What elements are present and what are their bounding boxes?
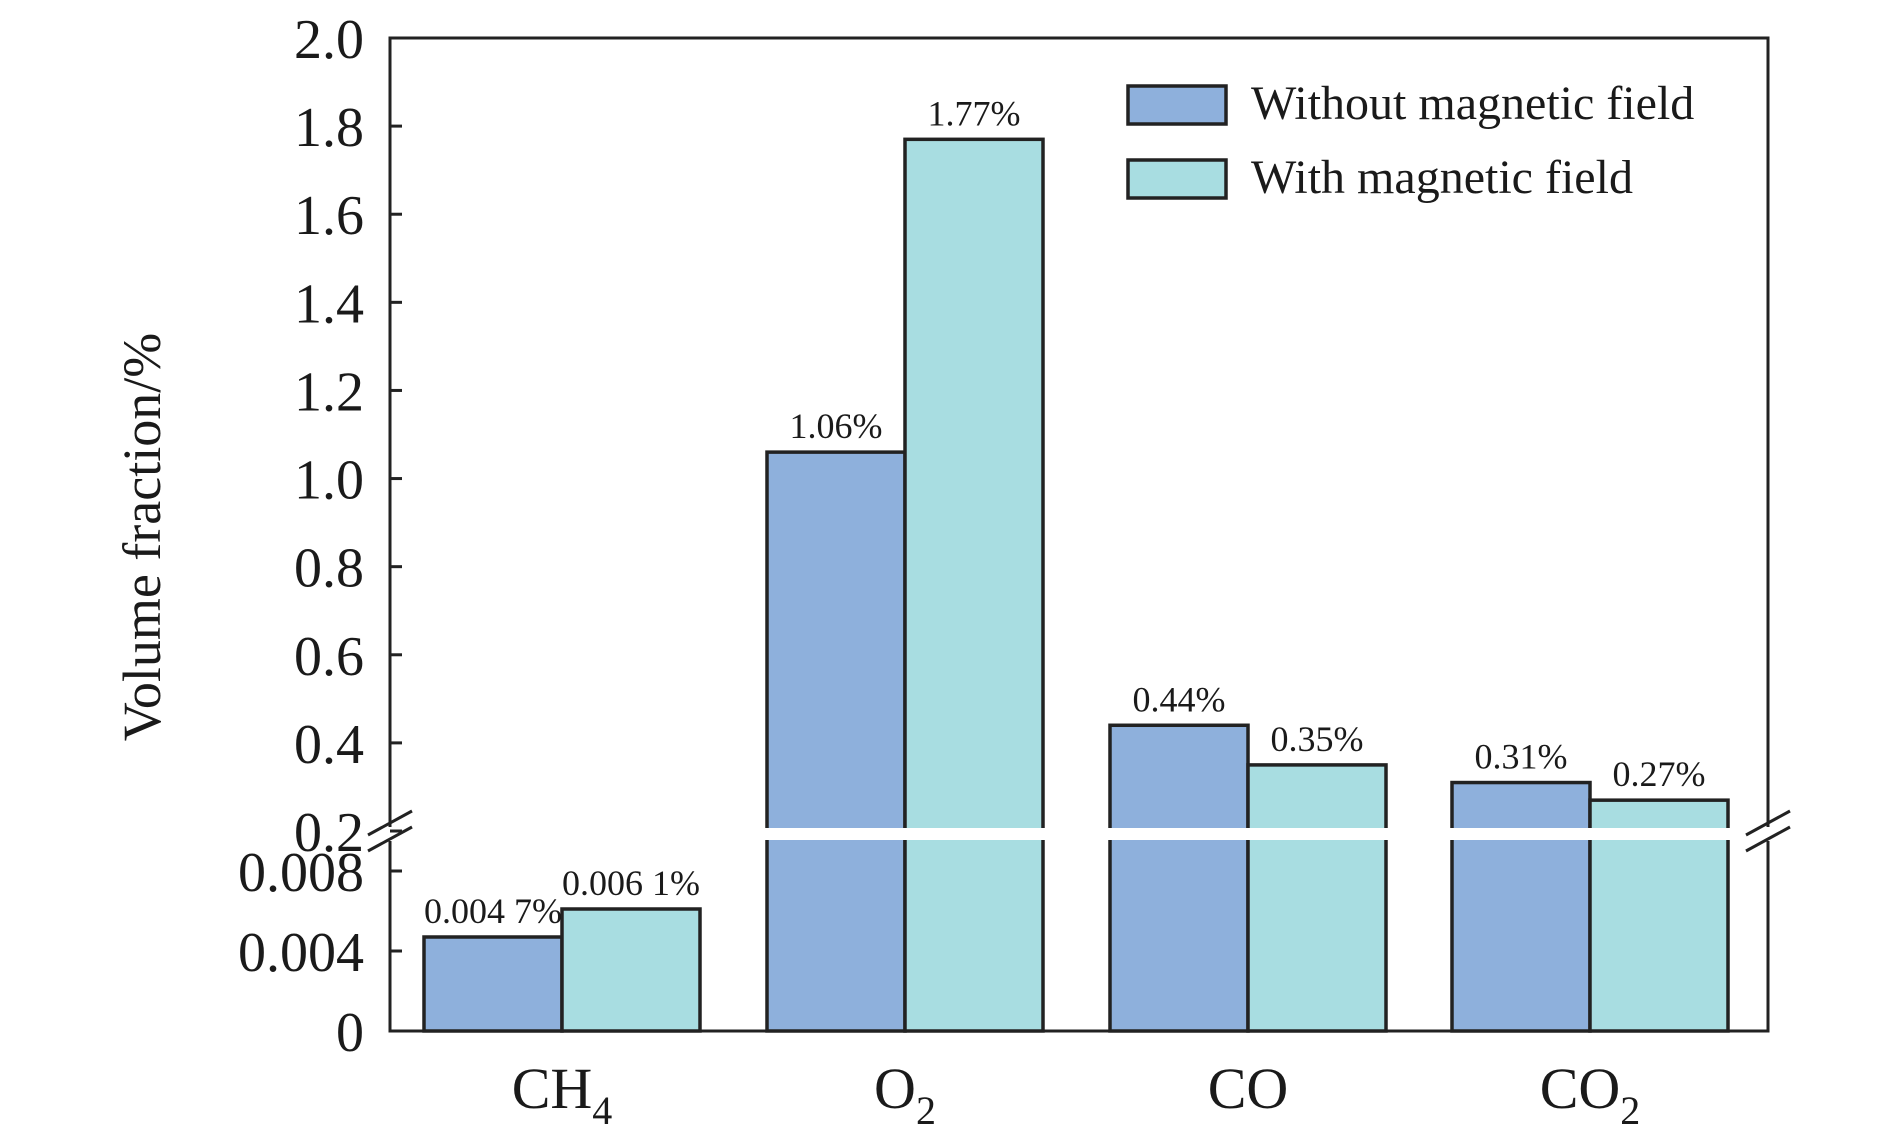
x-category-label-2: CO	[1208, 1056, 1289, 1121]
data-label-2-0: 0.44%	[1133, 679, 1226, 719]
x-category-label-3: CO2	[1540, 1056, 1641, 1133]
y-lower-tick-label-0: 0	[336, 1002, 364, 1064]
y-upper-tick-label-6: 1.4	[294, 273, 364, 335]
y-upper-tick-label-0: 0.2	[294, 802, 364, 864]
plot-frame	[367, 36, 1791, 1033]
legend-swatch-0	[1126, 84, 1228, 126]
bar-1-1	[903, 137, 1045, 1033]
y-upper-tick-label-2: 0.6	[294, 626, 364, 688]
y-lower-tick-label-2: 0.008	[238, 842, 364, 904]
bar-2-1	[1246, 763, 1388, 1033]
legend-swatch-1	[1126, 158, 1228, 200]
break-slash-1-1	[1745, 825, 1791, 853]
break-slash-1-0	[1745, 809, 1791, 837]
bar-0-1	[560, 907, 702, 1033]
bar-1-0	[765, 450, 907, 1033]
bar-0-0	[422, 935, 564, 1033]
axis-break-band	[393, 828, 1765, 840]
bar-3-0	[1450, 780, 1592, 1033]
bars-layer	[422, 137, 1730, 1033]
y-upper-tick-label-4: 1.0	[294, 450, 364, 512]
data-label-3-1: 0.27%	[1613, 754, 1706, 794]
data-label-1-1: 1.77%	[928, 93, 1021, 133]
bar-2-0	[1108, 723, 1250, 1033]
y-upper-tick-label-1: 0.4	[294, 714, 364, 776]
data-label-0-0: 0.004 7%	[424, 891, 562, 931]
x-axis-category-labels: CH4 O2 CO CO2	[512, 1056, 1641, 1133]
y-upper-tick-label-7: 1.6	[294, 185, 364, 247]
x-category-label-0: CH4	[512, 1056, 613, 1133]
y-upper-tick-label-5: 1.2	[294, 361, 364, 423]
y-lower-tick-label-1: 0.004	[238, 922, 364, 984]
legend: Without magnetic field With magnetic fiel…	[1126, 77, 1694, 204]
y-upper-tick-label-9: 2.0	[294, 9, 364, 71]
y-upper-tick-label-3: 0.8	[294, 538, 364, 600]
data-labels-layer: 0.004 7% 1.06% 0.44% 0.31% 0.006 1% 1.77% 0.35…	[424, 93, 1706, 931]
y-upper-tick-label-8: 1.8	[294, 97, 364, 159]
y-axis-label: Volume fraction/%	[112, 333, 172, 741]
legend-label-1: With magnetic field	[1251, 151, 1633, 204]
data-label-3-0: 0.31%	[1475, 737, 1568, 777]
x-category-label-1: O2	[874, 1056, 936, 1133]
legend-label-0: Without magnetic field	[1251, 77, 1694, 130]
break-slash-0-0	[367, 809, 413, 837]
break-slash-0-1	[367, 825, 413, 853]
plot-border	[388, 36, 1770, 1033]
axis-break-layer	[393, 828, 1765, 840]
data-label-1-0: 1.06%	[790, 406, 883, 446]
data-label-2-1: 0.35%	[1271, 719, 1364, 759]
data-label-0-1: 0.006 1%	[562, 863, 700, 903]
